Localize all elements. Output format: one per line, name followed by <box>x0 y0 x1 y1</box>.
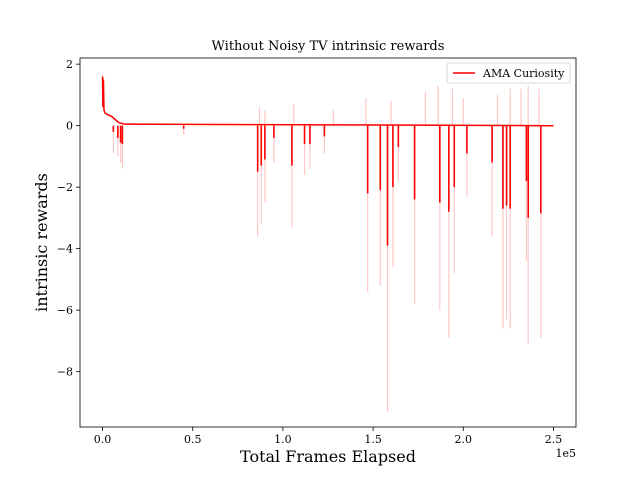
x-axis-ticks: 0.0 0.5 1.0 1.5 2.0 2.5 <box>94 427 562 446</box>
y-tick-label: −8 <box>57 366 73 379</box>
y-tick-label: −6 <box>57 304 73 317</box>
y-axis-label: intrinsic rewards <box>32 173 51 312</box>
x-tick-label: 2.0 <box>455 433 473 446</box>
legend-box <box>446 62 571 84</box>
y-tick-label: −2 <box>57 181 73 194</box>
x-axis-offset-label: 1e5 <box>555 447 576 460</box>
series-line-ama-curiosity <box>101 76 554 127</box>
legend: AMA Curiosity <box>446 62 571 84</box>
y-tick-label: 0 <box>66 120 73 133</box>
legend-label-ama-curiosity: AMA Curiosity <box>482 67 565 80</box>
x-axis-label: Total Frames Elapsed <box>240 447 416 466</box>
y-tick-label: −4 <box>57 243 73 256</box>
x-tick-label: 0.0 <box>94 433 112 446</box>
x-tick-label: 2.5 <box>545 433 563 446</box>
y-tick-label: 2 <box>66 58 73 71</box>
x-tick-label: 1.5 <box>364 433 382 446</box>
y-axis-ticks: 2 0 −2 −4 −6 −8 <box>57 58 80 379</box>
x-tick-label: 0.5 <box>184 433 202 446</box>
x-tick-label: 1.0 <box>274 433 292 446</box>
chart-title: Without Noisy TV intrinsic rewards <box>212 39 445 54</box>
smoothed-series-layer <box>101 76 554 246</box>
raw-initial-line <box>101 73 125 125</box>
plot-frame <box>79 57 577 428</box>
